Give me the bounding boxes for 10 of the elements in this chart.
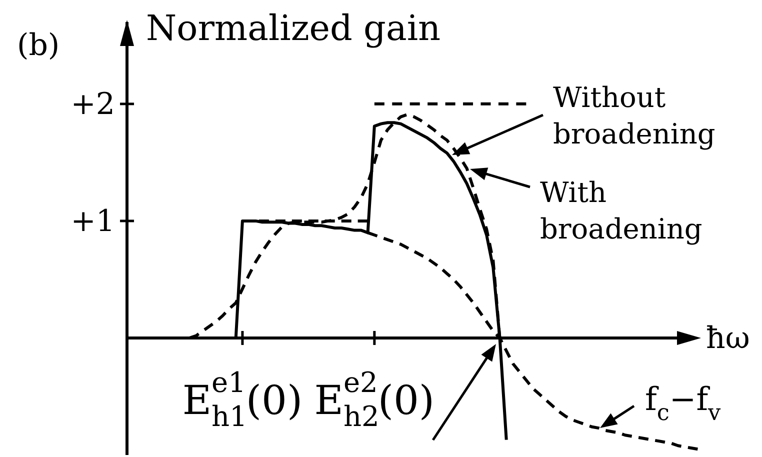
y-tick-label: +1 <box>70 203 115 238</box>
x-tick-label: E$_{h2}$$^{e2}$(0) <box>314 366 435 433</box>
text: (b) <box>17 28 60 63</box>
annotation: Without broadening <box>553 81 716 150</box>
y-axis-title: Normalized gain <box>146 9 441 49</box>
annotation: With broadening <box>540 176 702 246</box>
annotation: f$_{c}$−f$_{v}$ <box>645 380 722 426</box>
y-tick-label: +2 <box>70 86 115 122</box>
x-tick-label: E$_{h1}$$^{e1}$(0) <box>182 366 303 433</box>
x-axis-title: ħω <box>706 320 750 356</box>
